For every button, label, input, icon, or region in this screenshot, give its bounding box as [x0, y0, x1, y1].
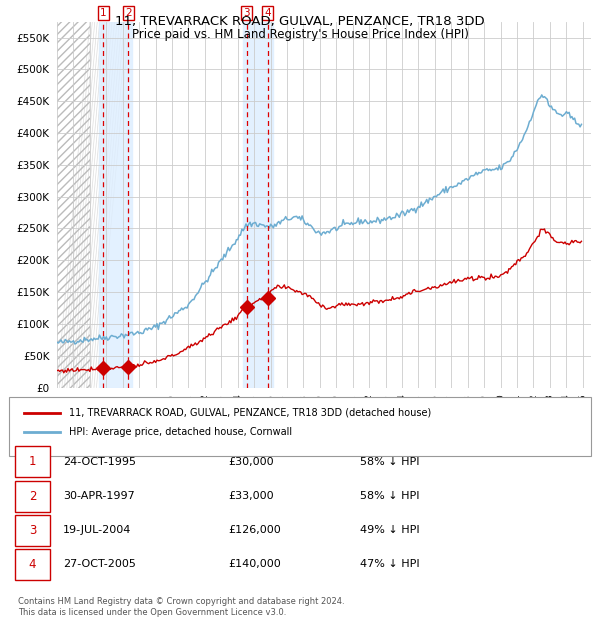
- Text: Price paid vs. HM Land Registry's House Price Index (HPI): Price paid vs. HM Land Registry's House …: [131, 28, 469, 41]
- Text: 2: 2: [29, 490, 36, 502]
- Text: Contains HM Land Registry data © Crown copyright and database right 2024.
This d: Contains HM Land Registry data © Crown c…: [18, 598, 344, 617]
- Text: 27-OCT-2005: 27-OCT-2005: [63, 559, 136, 569]
- Text: 58% ↓ HPI: 58% ↓ HPI: [360, 457, 419, 467]
- Bar: [242, 22, 274, 387]
- Text: 58% ↓ HPI: 58% ↓ HPI: [360, 491, 419, 501]
- Text: 4: 4: [265, 8, 271, 18]
- Text: 47% ↓ HPI: 47% ↓ HPI: [360, 559, 419, 569]
- Text: 49% ↓ HPI: 49% ↓ HPI: [360, 525, 419, 535]
- Text: 3: 3: [29, 524, 36, 536]
- Text: 3: 3: [244, 8, 250, 18]
- Bar: [99, 22, 132, 387]
- Text: 19-JUL-2004: 19-JUL-2004: [63, 525, 131, 535]
- Text: 1: 1: [29, 456, 36, 468]
- Text: 4: 4: [29, 558, 36, 570]
- Text: 24-OCT-1995: 24-OCT-1995: [63, 457, 136, 467]
- Text: 11, TREVARRACK ROAD, GULVAL, PENZANCE, TR18 3DD (detached house): 11, TREVARRACK ROAD, GULVAL, PENZANCE, T…: [69, 407, 431, 418]
- Text: 11, TREVARRACK ROAD, GULVAL, PENZANCE, TR18 3DD: 11, TREVARRACK ROAD, GULVAL, PENZANCE, T…: [115, 16, 485, 29]
- Bar: [57, 22, 90, 387]
- Text: £126,000: £126,000: [228, 525, 281, 535]
- Text: 1: 1: [100, 8, 106, 18]
- Text: 30-APR-1997: 30-APR-1997: [63, 491, 135, 501]
- Text: £33,000: £33,000: [228, 491, 274, 501]
- Text: HPI: Average price, detached house, Cornwall: HPI: Average price, detached house, Corn…: [69, 427, 292, 438]
- Text: £30,000: £30,000: [228, 457, 274, 467]
- Text: 2: 2: [125, 8, 131, 18]
- Text: £140,000: £140,000: [228, 559, 281, 569]
